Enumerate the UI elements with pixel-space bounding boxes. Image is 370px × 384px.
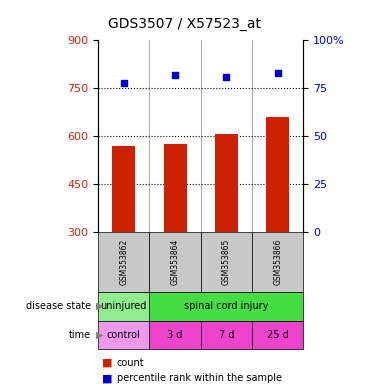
Bar: [164, 144, 186, 232]
Text: count: count: [117, 358, 144, 368]
Text: GSM353866: GSM353866: [273, 239, 282, 285]
Text: time: time: [68, 330, 91, 340]
Point: [275, 70, 281, 76]
Point: [121, 79, 127, 86]
Text: 25 d: 25 d: [267, 330, 289, 340]
Bar: [266, 117, 289, 232]
Text: control: control: [107, 330, 141, 340]
Text: disease state: disease state: [26, 301, 91, 311]
Point: [223, 74, 229, 80]
Text: ■: ■: [102, 358, 112, 368]
Text: 3 d: 3 d: [167, 330, 183, 340]
Text: GSM353862: GSM353862: [119, 239, 128, 285]
Text: 7 d: 7 d: [219, 330, 234, 340]
Text: ▶: ▶: [96, 301, 104, 311]
Text: spinal cord injury: spinal cord injury: [184, 301, 269, 311]
Text: GSM353864: GSM353864: [171, 239, 179, 285]
Text: GDS3507 / X57523_at: GDS3507 / X57523_at: [108, 17, 262, 31]
Text: ▶: ▶: [96, 330, 104, 340]
Point: [172, 72, 178, 78]
Bar: [215, 134, 238, 232]
Text: GSM353865: GSM353865: [222, 239, 231, 285]
Text: ■: ■: [102, 373, 112, 383]
Text: uninjured: uninjured: [101, 301, 147, 311]
Bar: [112, 146, 135, 232]
Text: percentile rank within the sample: percentile rank within the sample: [117, 373, 282, 383]
